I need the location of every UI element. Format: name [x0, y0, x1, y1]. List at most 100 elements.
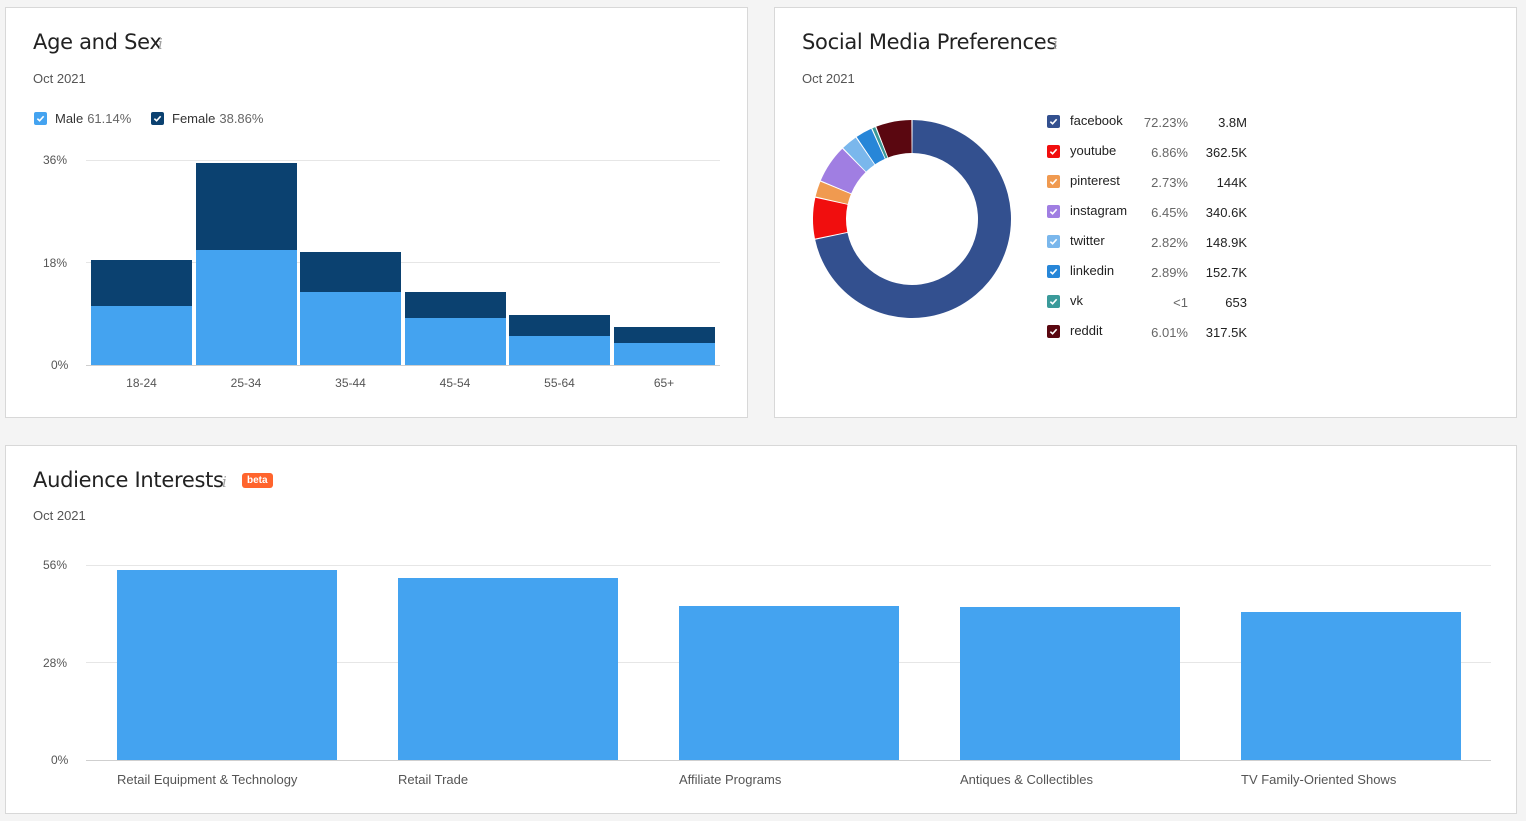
x-tick-label: 55-64 — [544, 376, 575, 390]
social-pct: 6.45% — [1151, 205, 1188, 220]
social-name: vk — [1070, 293, 1083, 308]
social-legend-item-reddit[interactable]: reddit 6.01% 317.5K — [1047, 321, 1257, 341]
legend-male-label: Male — [55, 111, 84, 126]
interest-bar[interactable] — [960, 607, 1180, 760]
social-value: 152.7K — [1205, 265, 1247, 280]
bar-male-55-64[interactable] — [509, 335, 610, 365]
bar-male-18-24[interactable] — [91, 305, 192, 365]
legend-female-label: Female — [172, 111, 216, 126]
info-icon[interactable]: i — [222, 473, 227, 491]
bar-female-35-44[interactable] — [300, 252, 401, 293]
baseline — [86, 365, 720, 366]
social-pct: 2.73% — [1151, 175, 1188, 190]
donut-slice-instagram[interactable] — [820, 148, 866, 194]
y-tick-label: 36% — [43, 153, 68, 167]
x-tick-label: Antiques & Collectibles — [960, 772, 1093, 787]
x-tick-label: 35-44 — [335, 376, 366, 390]
bar-female-55-64[interactable] — [509, 315, 610, 336]
female-checkbox-icon[interactable] — [151, 112, 164, 125]
x-tick-label: TV Family-Oriented Shows — [1241, 772, 1397, 787]
x-tick-label: Affiliate Programs — [679, 772, 782, 787]
checkbox-icon[interactable] — [1047, 145, 1060, 158]
legend-male-pct: 61.14% — [87, 111, 132, 126]
bar-female-18-24[interactable] — [91, 260, 192, 306]
age-sex-card: Age and Sex i Oct 2021 Male 61.14% Femal… — [5, 7, 748, 418]
social-name: pinterest — [1070, 173, 1120, 188]
checkbox-icon[interactable] — [1047, 295, 1060, 308]
interest-bar[interactable] — [117, 570, 337, 760]
bar-female-25-34[interactable] — [195, 163, 297, 250]
social-media-date: Oct 2021 — [802, 71, 855, 86]
donut-slice-reddit[interactable] — [876, 120, 912, 158]
social-value: 653 — [1225, 295, 1247, 310]
social-legend-item-vk[interactable]: vk <1 653 — [1047, 291, 1257, 311]
donut-slice-vk[interactable] — [872, 127, 888, 159]
y-tick-label: 18% — [43, 256, 68, 270]
checkbox-icon[interactable] — [1047, 325, 1060, 338]
bar-male-45-54[interactable] — [404, 317, 506, 365]
interest-bar[interactable] — [398, 577, 618, 760]
checkbox-icon[interactable] — [1047, 175, 1060, 188]
y-tick-label: 0% — [51, 358, 69, 372]
social-legend-item-twitter[interactable]: twitter 2.82% 148.9K — [1047, 231, 1257, 251]
social-media-card: Social Media Preferences i Oct 2021 — [774, 7, 1517, 418]
age-sex-date: Oct 2021 — [33, 71, 86, 86]
bar-female-45-54[interactable] — [404, 291, 506, 318]
male-checkbox-icon[interactable] — [34, 112, 47, 125]
info-icon[interactable]: i — [1053, 35, 1058, 53]
donut-slice-pinterest[interactable] — [815, 181, 851, 205]
social-name: reddit — [1070, 323, 1103, 338]
legend-female[interactable]: Female 38.86% — [151, 111, 263, 126]
social-value: 362.5K — [1205, 145, 1247, 160]
audience-interests-title: Audience Interests — [33, 468, 224, 492]
bar-male-65+[interactable] — [613, 342, 715, 365]
donut-slice-twitter[interactable] — [843, 137, 875, 172]
donut-slice-facebook[interactable] — [815, 120, 1011, 319]
social-name: youtube — [1070, 143, 1117, 158]
social-pct: 6.01% — [1151, 325, 1188, 340]
social-value: 144K — [1216, 175, 1247, 190]
checkbox-icon[interactable] — [1047, 235, 1060, 248]
social-pct: <1 — [1173, 295, 1188, 310]
checkbox-icon[interactable] — [1047, 265, 1060, 278]
social-name: instagram — [1070, 203, 1128, 218]
gridline — [86, 160, 720, 161]
social-legend-item-pinterest[interactable]: pinterest 2.73% 144K — [1047, 171, 1257, 191]
legend-male[interactable]: Male 61.14% — [34, 111, 131, 126]
interest-bar[interactable] — [679, 606, 899, 760]
social-value: 3.8M — [1218, 115, 1247, 130]
social-name: facebook — [1070, 113, 1123, 128]
y-tick-label: 28% — [43, 656, 68, 670]
social-pct: 72.23% — [1143, 115, 1188, 130]
checkbox-icon[interactable] — [1047, 205, 1060, 218]
social-name: linkedin — [1070, 263, 1115, 278]
baseline — [86, 760, 1491, 761]
social-legend-item-linkedin[interactable]: linkedin 2.89% 152.7K — [1047, 261, 1257, 281]
y-tick-label: 56% — [43, 558, 68, 572]
x-tick-label: Retail Trade — [398, 772, 469, 787]
beta-badge: beta — [242, 473, 273, 488]
social-value: 340.6K — [1205, 205, 1247, 220]
donut-slice-linkedin[interactable] — [856, 128, 885, 165]
age-sex-title: Age and Sex — [33, 30, 162, 54]
bar-male-25-34[interactable] — [195, 249, 297, 365]
social-media-donut-chart — [813, 120, 1011, 319]
interest-bar[interactable] — [1241, 612, 1461, 760]
checkbox-icon[interactable] — [1047, 115, 1060, 128]
bar-male-35-44[interactable] — [300, 292, 401, 365]
social-value: 148.9K — [1205, 235, 1247, 250]
donut-slice-youtube[interactable] — [813, 197, 848, 239]
social-value: 317.5K — [1205, 325, 1247, 340]
info-icon[interactable]: i — [158, 35, 163, 53]
social-media-title: Social Media Preferences — [802, 30, 1057, 54]
gridline — [86, 565, 1491, 566]
social-legend-item-facebook[interactable]: facebook 72.23% 3.8M — [1047, 111, 1257, 131]
social-legend-item-youtube[interactable]: youtube 6.86% 362.5K — [1047, 141, 1257, 161]
x-tick-label: Retail Equipment & Technology — [117, 772, 298, 787]
social-legend-item-instagram[interactable]: instagram 6.45% 340.6K — [1047, 201, 1257, 221]
legend-female-pct: 38.86% — [219, 111, 264, 126]
bar-female-65+[interactable] — [613, 327, 715, 343]
audience-interests-card: Audience Interests i beta Oct 2021 56% 2… — [5, 445, 1517, 814]
social-pct: 2.89% — [1151, 265, 1188, 280]
social-pct: 6.86% — [1151, 145, 1188, 160]
